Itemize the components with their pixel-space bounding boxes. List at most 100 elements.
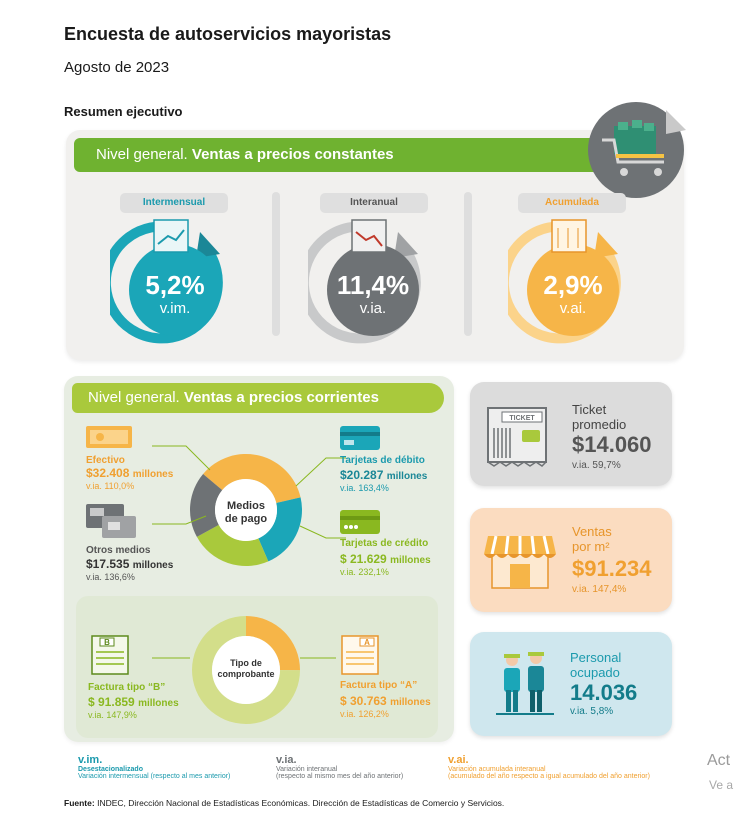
debito-value: $20.287 — [340, 468, 384, 482]
acumulada-value: 2,9% — [543, 270, 602, 300]
glossary-line2: (respecto al mismo mes del año anterior) — [276, 773, 404, 780]
receipt-icon: TICKET — [487, 407, 547, 467]
connector-lines — [152, 445, 346, 659]
intermensual-unit: v.im. — [160, 300, 191, 317]
separator — [464, 192, 472, 336]
factura-b-label: Factura tipo “B” — [88, 682, 166, 693]
personal-value: 14.036 — [570, 680, 638, 705]
banner-prefix: Nivel general. — [96, 146, 188, 163]
cash-icon — [86, 426, 132, 448]
credit-card-icon — [340, 510, 380, 534]
donut-slice-factura-tipo-a — [246, 616, 300, 671]
factura-a-label: Factura tipo “A” — [340, 680, 418, 691]
interanual-pill: Interanual — [320, 193, 428, 213]
interanual-indicator: 11,4% v.ia. — [308, 219, 421, 344]
glossary-abbr: v.ai. — [448, 754, 469, 766]
donut-center-line2: de pago — [225, 513, 267, 525]
ticket-card: TICKET Ticket promedio $14.060 v.ia. 59,… — [470, 382, 672, 486]
factura-b-value: $ 91.859 — [88, 695, 135, 709]
ventas-m2-card: Ventas por m² $91.234 v.ia. 147,4% — [470, 508, 672, 612]
current-prices-banner: Nivel general. Ventas a precios corrient… — [72, 383, 444, 413]
donut-slice-efectivo — [203, 454, 301, 504]
personal-var: v.ia. 5,8% — [570, 706, 614, 717]
glossary-via: v.ia. Variación interanual (respecto al … — [276, 754, 446, 780]
otros-value: $17.535 — [86, 557, 130, 571]
efectivo-value: $32.408 — [86, 466, 130, 480]
banner-prefix: Nivel general. — [88, 389, 180, 406]
page-title: Encuesta de autoservicios mayoristas — [64, 24, 392, 44]
glossary-line1: Variación interanual — [276, 766, 338, 773]
interanual-unit: v.ia. — [360, 300, 386, 317]
tipo-comprobante-donut: Tipo de comprobante — [192, 616, 300, 724]
watermark-line1: Act — [707, 752, 731, 769]
invoice-a-icon: A — [341, 635, 379, 675]
ticket-label2: promedio — [572, 417, 627, 432]
watermark-line2: Ve a — [709, 778, 734, 792]
acumulada-indicator: 2,9% v.ai. — [508, 219, 621, 344]
invoice-b-letter: B — [104, 638, 110, 647]
otros-label: Otros medios — [86, 545, 151, 556]
donut-center-line1: Tipo de — [230, 658, 262, 668]
other-payment-icon — [86, 504, 136, 538]
efectivo-unit: millones — [132, 469, 174, 480]
factura-a-amount: $ 30.763 millones — [340, 694, 431, 708]
medios-de-pago-donut: Medios de pago — [190, 454, 302, 566]
ticket-var: v.ia. 59,7% — [572, 460, 621, 471]
glossary-line2: Variación intermensual (respecto al mes … — [78, 773, 231, 780]
glossary-vai: v.ai. Variación acumulada interanual (ac… — [448, 754, 688, 780]
credito-var: v.ia. 232,1% — [340, 567, 389, 577]
constant-prices-banner: Nivel general. Ventas a precios constant… — [74, 138, 644, 172]
source-text: INDEC, Dirección Nacional de Estadística… — [97, 798, 505, 808]
source-label: Fuente: — [64, 798, 95, 808]
factura-a-unit: millones — [390, 697, 431, 708]
personal-label2: ocupado — [570, 665, 620, 680]
debito-amount: $20.287 millones — [340, 468, 427, 482]
debito-unit: millones — [386, 471, 428, 482]
donut-slice-tarjetas-de-cr-dito — [196, 524, 269, 566]
separator — [272, 192, 280, 336]
cart-sticker-icon — [588, 102, 686, 198]
interanual-value: 11,4% — [337, 270, 409, 300]
staff-icon — [496, 652, 554, 715]
personal-card: Personal ocupado 14.036 v.ia. 5,8% — [470, 632, 672, 736]
ventas-m2-var: v.ia. 147,4% — [572, 584, 627, 595]
donut-slice-otros-medios — [190, 474, 223, 537]
debito-var: v.ia. 163,4% — [340, 483, 389, 493]
acumulada-unit: v.ai. — [560, 300, 586, 317]
otros-unit: millones — [132, 560, 174, 571]
glossary-line2: (acumulado del año respecto a igual acum… — [448, 773, 650, 780]
debit-card-icon — [340, 426, 380, 450]
debito-label: Tarjetas de débito — [340, 455, 425, 466]
donut-slice-tarjetas-de-d-bito — [258, 497, 302, 562]
calendar-icon — [351, 219, 387, 253]
donut-center-line2: comprobante — [217, 669, 274, 679]
store-icon — [484, 535, 556, 589]
factura-b-amount: $ 91.859 millones — [88, 695, 179, 709]
otros-var: v.ia. 136,6% — [86, 572, 135, 582]
ticket-label1: Ticket — [572, 402, 607, 417]
report-date: Agosto de 2023 — [64, 59, 170, 76]
otros-amount: $17.535 millones — [86, 557, 173, 571]
factura-b-unit: millones — [138, 698, 179, 709]
personal-label1: Personal — [570, 650, 622, 665]
glossary-line1: Variación acumulada interanual — [448, 766, 546, 773]
credito-amount: $ 21.629 millones — [340, 552, 431, 566]
calendar-icon — [153, 219, 189, 253]
ventas-m2-label1: Ventas — [572, 524, 612, 539]
factura-a-value: $ 30.763 — [340, 694, 387, 708]
invoice-a-letter: A — [364, 638, 370, 647]
credito-label: Tarjetas de crédito — [340, 538, 429, 549]
glossary-line1: Desestacionalizado — [78, 766, 143, 773]
efectivo-var: v.ia. 110,0% — [86, 481, 135, 491]
glossary-abbr: v.im. — [78, 754, 103, 766]
calendar-icon — [551, 219, 587, 253]
ventas-m2-label2: por m² — [572, 539, 610, 554]
acumulada-pill: Acumulada — [518, 193, 626, 213]
source-note: Fuente: INDEC, Dirección Nacional de Est… — [64, 798, 504, 808]
ticket-word: TICKET — [509, 415, 535, 422]
donut-slice-factura-tipo-b — [192, 616, 300, 724]
banner-main: Ventas a precios corrientes — [183, 389, 379, 406]
glossary-abbr: v.ia. — [276, 754, 297, 766]
banner-main: Ventas a precios constantes — [191, 146, 394, 163]
section-title: Resumen ejecutivo — [64, 104, 183, 119]
